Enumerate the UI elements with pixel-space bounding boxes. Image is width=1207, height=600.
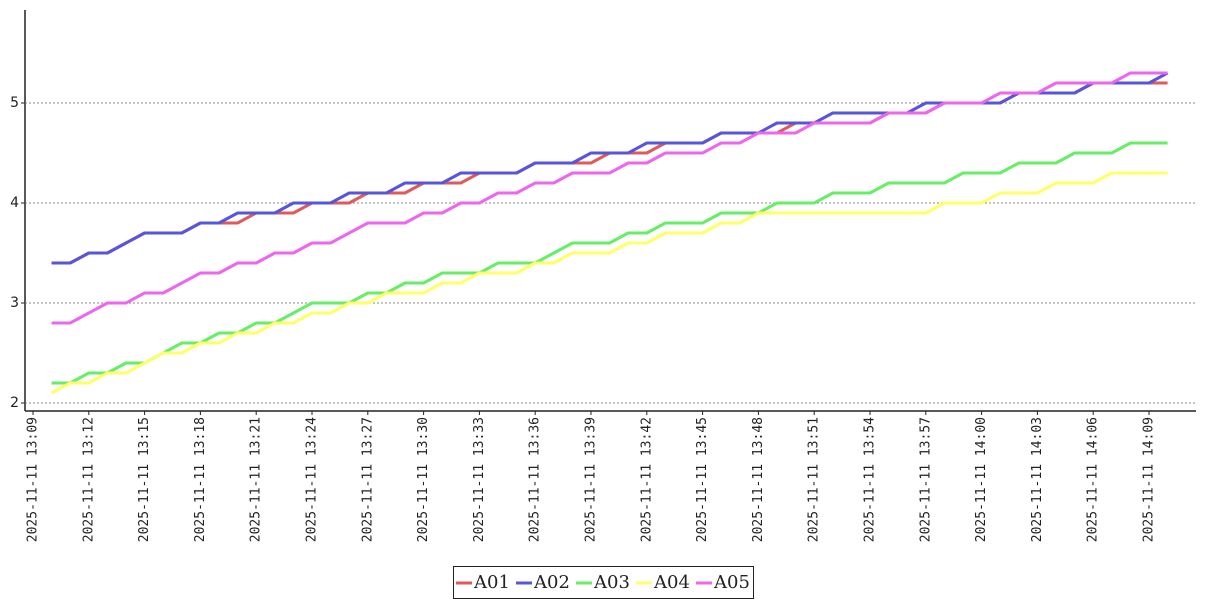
legend-label: A04 (653, 572, 690, 593)
x-tick-label: 2025-11-11 13:45 (695, 417, 710, 542)
x-tick-label: 2025-11-11 13:24 (305, 417, 320, 542)
x-tick-label: 2025-11-11 13:09 (26, 417, 41, 542)
x-tick-label: 2025-11-11 13:12 (81, 417, 96, 542)
x-tick-label: 2025-11-11 13:18 (193, 417, 208, 542)
x-tick-label: 2025-11-11 13:21 (249, 417, 264, 542)
series-line (51, 71, 1169, 265)
x-tick-label: 2025-11-11 14:09 (1142, 417, 1157, 542)
x-tick-label: 2025-11-11 13:27 (360, 417, 375, 542)
series-line (51, 141, 1168, 385)
x-tick-label: 2025-11-11 13:39 (584, 417, 599, 542)
x-tick-label: 2025-11-11 14:06 (1086, 417, 1101, 542)
legend-label: A01 (473, 572, 510, 593)
x-tick-label: 2025-11-11 14:03 (1030, 417, 1045, 542)
x-tick-label: 2025-11-11 13:51 (807, 417, 822, 542)
y-tick-label: 4 (10, 195, 19, 211)
series-line (51, 71, 1168, 325)
x-tick-label: 2025-11-11 13:33 (472, 417, 487, 542)
x-tick-label: 2025-11-11 13:54 (863, 417, 878, 542)
x-tick-label: 2025-11-11 13:30 (416, 417, 431, 542)
legend-label: A03 (593, 572, 630, 593)
legend-label: A05 (713, 572, 750, 593)
y-tick-label: 3 (10, 295, 19, 311)
x-tick-label: 2025-11-11 13:36 (528, 417, 543, 542)
x-tick-label: 2025-11-11 13:48 (751, 417, 766, 542)
legend-label: A02 (533, 572, 570, 593)
x-tick-label: 2025-11-11 13:15 (137, 417, 152, 542)
x-tick-label: 2025-11-11 13:57 (918, 417, 933, 542)
series-line (50, 171, 1168, 395)
x-tick-label: 2025-11-11 13:42 (639, 417, 654, 542)
y-tick-label: 5 (10, 95, 19, 111)
y-tick-label: 2 (10, 395, 19, 411)
x-tick-label: 2025-11-11 14:00 (974, 417, 989, 542)
